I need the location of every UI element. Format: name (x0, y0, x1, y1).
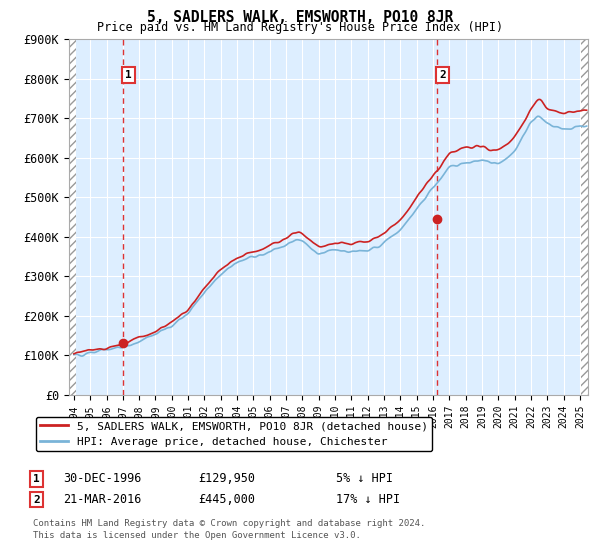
Text: 1: 1 (125, 70, 132, 80)
Text: 30-DEC-1996: 30-DEC-1996 (63, 472, 142, 486)
Text: £445,000: £445,000 (198, 493, 255, 506)
Text: 1: 1 (33, 474, 40, 484)
Bar (581, 39, 589, 395)
Text: This data is licensed under the Open Government Licence v3.0.: This data is licensed under the Open Gov… (33, 531, 361, 540)
Text: 5% ↓ HPI: 5% ↓ HPI (336, 472, 393, 486)
Bar (69, 39, 76, 395)
Text: Contains HM Land Registry data © Crown copyright and database right 2024.: Contains HM Land Registry data © Crown c… (33, 520, 425, 529)
Text: £129,950: £129,950 (198, 472, 255, 486)
Text: 17% ↓ HPI: 17% ↓ HPI (336, 493, 400, 506)
Text: 21-MAR-2016: 21-MAR-2016 (63, 493, 142, 506)
Text: 5, SADLERS WALK, EMSWORTH, PO10 8JR: 5, SADLERS WALK, EMSWORTH, PO10 8JR (147, 10, 453, 25)
Text: 2: 2 (439, 70, 446, 80)
Legend: 5, SADLERS WALK, EMSWORTH, PO10 8JR (detached house), HPI: Average price, detach: 5, SADLERS WALK, EMSWORTH, PO10 8JR (det… (35, 417, 432, 451)
Text: 2: 2 (33, 494, 40, 505)
Text: Price paid vs. HM Land Registry's House Price Index (HPI): Price paid vs. HM Land Registry's House … (97, 21, 503, 34)
